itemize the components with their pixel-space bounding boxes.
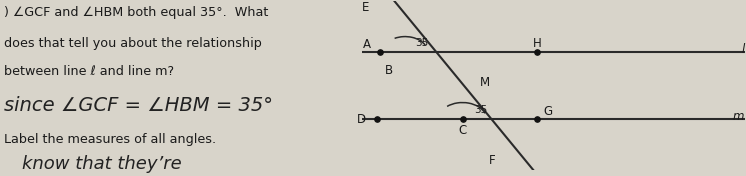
Text: l: l <box>742 43 745 56</box>
Text: m: m <box>733 110 745 123</box>
Text: between line ℓ and line m?: between line ℓ and line m? <box>4 65 174 78</box>
Text: D: D <box>357 113 366 126</box>
Text: E: E <box>362 1 369 14</box>
Text: C: C <box>458 124 467 137</box>
Text: H: H <box>533 37 542 50</box>
Text: ) ∠GCF and ∠HBM both equal 35°.  What: ) ∠GCF and ∠HBM both equal 35°. What <box>4 6 268 19</box>
Text: A: A <box>363 38 371 51</box>
Text: M: M <box>480 76 490 89</box>
Text: 35: 35 <box>474 105 488 115</box>
Text: F: F <box>489 154 495 167</box>
Text: since ∠GCF = ∠HBM = 35°: since ∠GCF = ∠HBM = 35° <box>4 96 273 115</box>
Text: G: G <box>544 105 553 118</box>
Text: does that tell you about the relationship: does that tell you about the relationshi… <box>4 37 262 50</box>
Text: B: B <box>385 64 392 77</box>
Text: Label the measures of all angles.: Label the measures of all angles. <box>4 133 216 146</box>
Text: 35: 35 <box>415 37 428 48</box>
Text: know that they’re: know that they’re <box>22 155 182 173</box>
